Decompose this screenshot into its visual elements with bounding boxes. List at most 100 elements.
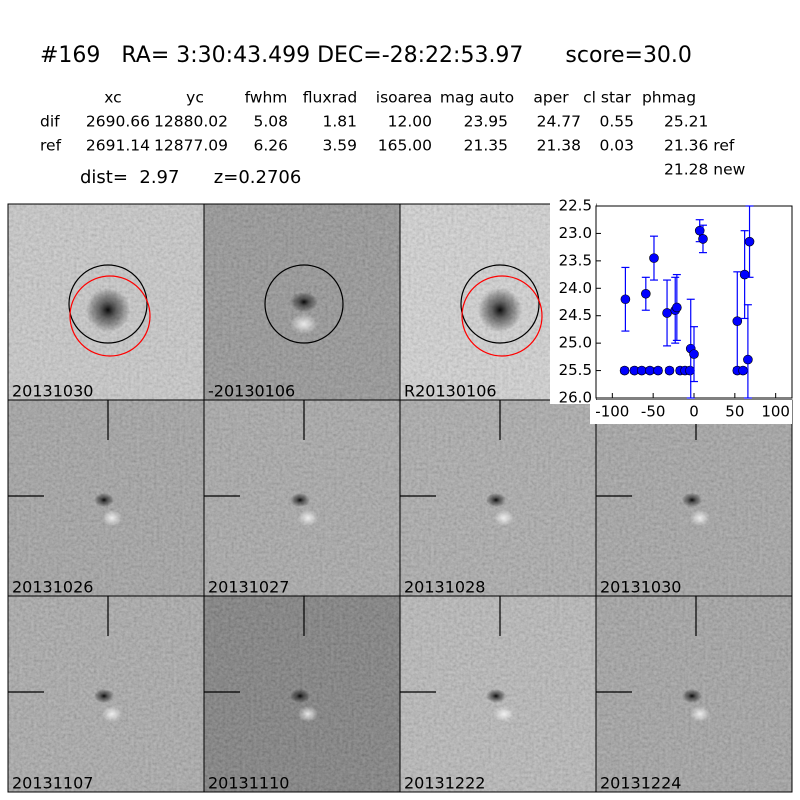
source — [86, 288, 130, 332]
point — [744, 236, 755, 247]
panels: 20131030 -20130106 R20130106 20131026 201310… — [7, 203, 793, 793]
y-tick-label: 23.5 — [559, 251, 592, 269]
y-tick-label: 26.0 — [559, 389, 592, 407]
stamp-label: 20131027 — [208, 578, 289, 597]
aperture-ref — [461, 275, 543, 357]
x-tick-label: 0 — [689, 403, 699, 421]
column-header: yc — [186, 89, 204, 107]
stamp-label: 20131107 — [12, 774, 93, 793]
x-tick-label: -50 — [641, 403, 666, 421]
stamp-label: -20130106 — [208, 382, 295, 401]
point — [664, 365, 675, 376]
source — [690, 510, 710, 526]
y-tick-label: 24.0 — [559, 279, 592, 297]
point — [619, 365, 630, 376]
source — [486, 689, 506, 703]
stamp-label: 20131110 — [208, 774, 289, 793]
source — [94, 689, 114, 703]
point — [649, 253, 659, 263]
stamp-label: 20131026 — [12, 578, 93, 597]
cell: 2690.66 — [86, 113, 150, 131]
source — [494, 510, 514, 526]
point — [636, 365, 647, 376]
column-header: cl star — [583, 89, 631, 107]
source — [290, 314, 318, 334]
point — [738, 365, 748, 376]
point — [685, 365, 695, 376]
row-label: ref — [40, 137, 62, 155]
cell: 5.08 — [253, 113, 288, 131]
point — [743, 354, 753, 365]
cell: 12.00 — [388, 113, 432, 131]
title: #169 RA= 3:30:43.499 DEC=-28:22:53.97 sc… — [40, 43, 692, 68]
cell: 21.36 ref — [664, 137, 735, 155]
column-header: phmag — [642, 89, 696, 107]
column-header: xc — [104, 89, 121, 107]
cell: 23.95 — [464, 113, 508, 131]
cell: 25.21 — [664, 113, 708, 131]
stamp-label: 20131030 — [12, 382, 93, 401]
tick-bg — [590, 400, 792, 424]
source — [486, 493, 506, 507]
source — [94, 493, 114, 507]
light-curve: 22.5 23.0 23.5 24.0 24.5 25.0 25.5 26.0-100 -50 0… — [550, 197, 793, 424]
cell: 1.81 — [322, 113, 357, 131]
y-tick-label: 23.0 — [559, 224, 592, 242]
source — [102, 706, 122, 722]
point — [732, 316, 743, 327]
source — [290, 689, 310, 703]
point — [689, 349, 699, 359]
y-tick-label: 24.5 — [559, 306, 592, 324]
stamp-label: 20131028 — [404, 578, 485, 597]
point — [620, 294, 631, 305]
source — [290, 493, 310, 507]
cell: 12877.09 — [154, 137, 228, 155]
point — [653, 365, 663, 376]
cell: 2691.14 — [86, 137, 150, 155]
source — [682, 493, 702, 507]
source — [298, 510, 318, 526]
cell: 12880.02 — [154, 113, 228, 131]
stamp-label: R20130106 — [404, 382, 497, 401]
source — [298, 706, 318, 722]
source — [494, 706, 514, 722]
tick-bg — [550, 198, 596, 404]
aperture-ref — [69, 275, 151, 357]
column-header: mag auto — [440, 89, 514, 107]
cell: 0.03 — [599, 137, 634, 155]
cell: 6.26 — [253, 137, 288, 155]
stamp-label: 20131030 — [600, 578, 681, 597]
y-tick-label: 25.0 — [559, 334, 592, 352]
aperture — [460, 264, 540, 344]
column-header: fwhm — [245, 89, 288, 107]
point — [694, 225, 705, 236]
point — [645, 365, 655, 376]
cell: 3.59 — [322, 137, 357, 155]
cell: 24.77 — [537, 113, 581, 131]
y-tick-label: 22.5 — [559, 197, 592, 215]
extra-phmag: 21.28 new — [664, 161, 746, 179]
stamp-border — [595, 595, 793, 793]
cell: 0.55 — [599, 113, 634, 131]
x-tick-label: -100 — [595, 403, 629, 421]
column-header: isoarea — [376, 89, 432, 107]
stamp-label: 20131224 — [600, 774, 681, 793]
row-label: dif — [40, 113, 60, 131]
cell: 21.35 — [464, 137, 508, 155]
x-tick-label: 50 — [725, 403, 744, 421]
source — [290, 292, 318, 312]
column-header: fluxrad — [303, 89, 357, 107]
source — [690, 706, 710, 722]
column-header: aper — [533, 89, 569, 107]
x-tick-label: 100 — [761, 403, 790, 421]
aperture — [68, 264, 148, 344]
point — [698, 234, 708, 244]
source — [102, 510, 122, 526]
point — [641, 288, 651, 299]
source — [478, 288, 522, 332]
point — [672, 302, 682, 313]
aperture — [264, 264, 344, 344]
stamp-label: 20131222 — [404, 774, 485, 793]
cell: 21.38 — [537, 137, 581, 155]
